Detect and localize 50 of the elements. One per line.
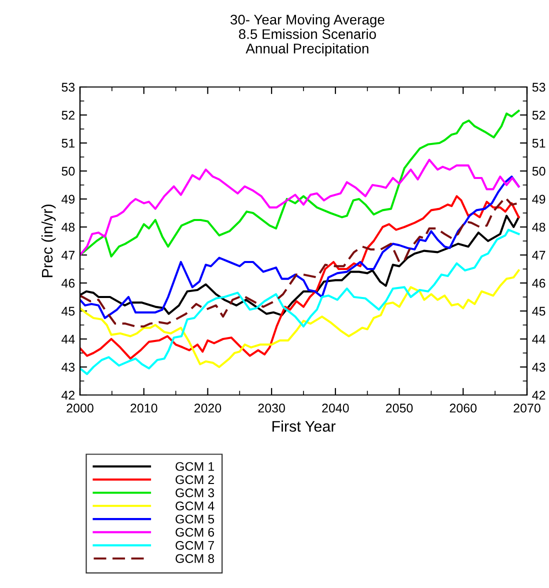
line-series xyxy=(80,269,520,368)
legend-label: GCM 3 xyxy=(176,488,214,498)
y2-tick-label: 46 xyxy=(532,278,546,288)
legend-label: GCM 4 xyxy=(176,502,214,510)
x-axis-title: First Year xyxy=(272,420,336,432)
y2-tick-label: 47 xyxy=(532,250,546,260)
legend-label: GCM 7 xyxy=(176,540,214,550)
legend-label: GCM 6 xyxy=(176,528,214,537)
y-axis-title: Prec (in/yr) xyxy=(41,204,56,278)
y2-tick-label: 50 xyxy=(532,166,546,176)
y-tick-label: 52 xyxy=(62,110,75,120)
y2-tick-label: 48 xyxy=(532,222,546,232)
y-tick-label: 42 xyxy=(62,390,75,400)
x-tick-label: 2010 xyxy=(130,404,158,413)
y2-tick-label: 52 xyxy=(532,110,546,120)
y2-tick-label: 49 xyxy=(532,194,546,204)
x-tick-label: 2000 xyxy=(66,404,94,413)
y-tick-label: 53 xyxy=(62,82,75,92)
y2-tick-label: 42 xyxy=(532,390,546,400)
y2-tick-label: 43 xyxy=(532,362,546,372)
line-series xyxy=(80,196,520,328)
y-tick-label: 44 xyxy=(62,334,75,344)
x-tick-label: 2040 xyxy=(322,404,349,413)
y-tick-label: 49 xyxy=(62,194,75,204)
y-tick-label: 43 xyxy=(62,362,75,372)
y2-tick-label: 45 xyxy=(532,306,546,316)
chart-title: 30- Year Moving Average 8.5 Emission Scenario Annual Precipitation xyxy=(230,14,384,56)
line-series xyxy=(80,228,520,376)
y-tick-label: 46 xyxy=(62,278,75,288)
y2-tick-label: 53 xyxy=(532,82,546,92)
line-series xyxy=(80,195,520,360)
x-tick-label: 2060 xyxy=(450,404,477,413)
line-series xyxy=(80,158,520,256)
x-tick-label: 2050 xyxy=(386,404,413,413)
y-tick-label: 45 xyxy=(62,306,75,316)
legend-label: GCM 8 xyxy=(176,554,214,563)
line-series xyxy=(80,176,520,320)
y2-tick-label: 44 xyxy=(532,334,546,344)
y-tick-label: 50 xyxy=(62,166,75,176)
x-tick-label: 2070 xyxy=(514,404,540,413)
legend-label: GCM 2 xyxy=(176,475,214,484)
legend-label: GCM 1 xyxy=(176,462,214,471)
x-tick-label: 2020 xyxy=(194,404,222,413)
y-tick-label: 47 xyxy=(62,250,75,260)
y-tick-label: 48 xyxy=(62,222,75,232)
y-tick-label: 51 xyxy=(62,138,75,148)
y2-tick-label: 51 xyxy=(532,138,546,148)
x-tick-label: 2030 xyxy=(258,404,285,413)
legend-label: GCM 5 xyxy=(176,514,214,524)
line-series xyxy=(80,110,520,258)
